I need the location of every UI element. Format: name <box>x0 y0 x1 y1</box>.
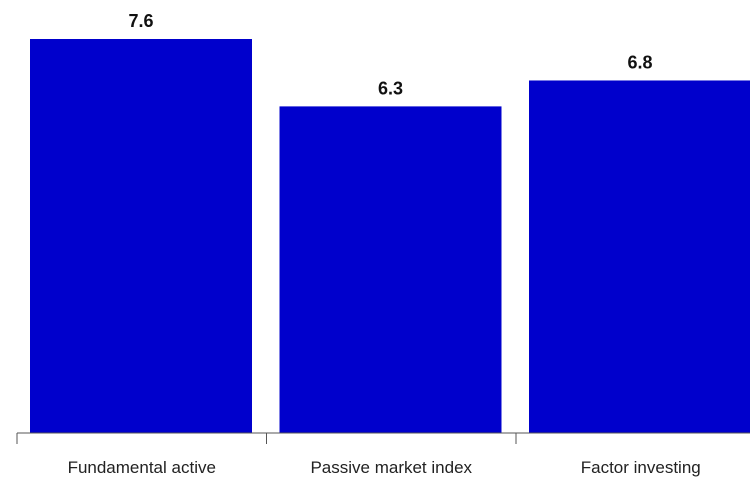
data-label-fundamental-active: 7.6 <box>128 11 153 31</box>
data-labels-group: 7.6 6.3 6.8 <box>128 11 652 98</box>
tick-label-fundamental-active: Fundamental active <box>68 458 216 477</box>
bar-passive-market-index <box>279 106 502 433</box>
bar-fundamental-active <box>30 39 252 433</box>
tick-label-factor-investing: Factor investing <box>581 458 701 477</box>
data-label-factor-investing: 6.8 <box>627 52 652 72</box>
x-axis-tick-labels: Fundamental active Passive market index Fa… <box>68 458 701 477</box>
bars-group <box>30 39 750 433</box>
bar-factor-investing <box>529 80 750 433</box>
data-label-passive-market-index: 6.3 <box>378 78 403 98</box>
x-axis-ticks <box>16 433 517 444</box>
tick-label-passive-market-index: Passive market index <box>310 458 472 477</box>
